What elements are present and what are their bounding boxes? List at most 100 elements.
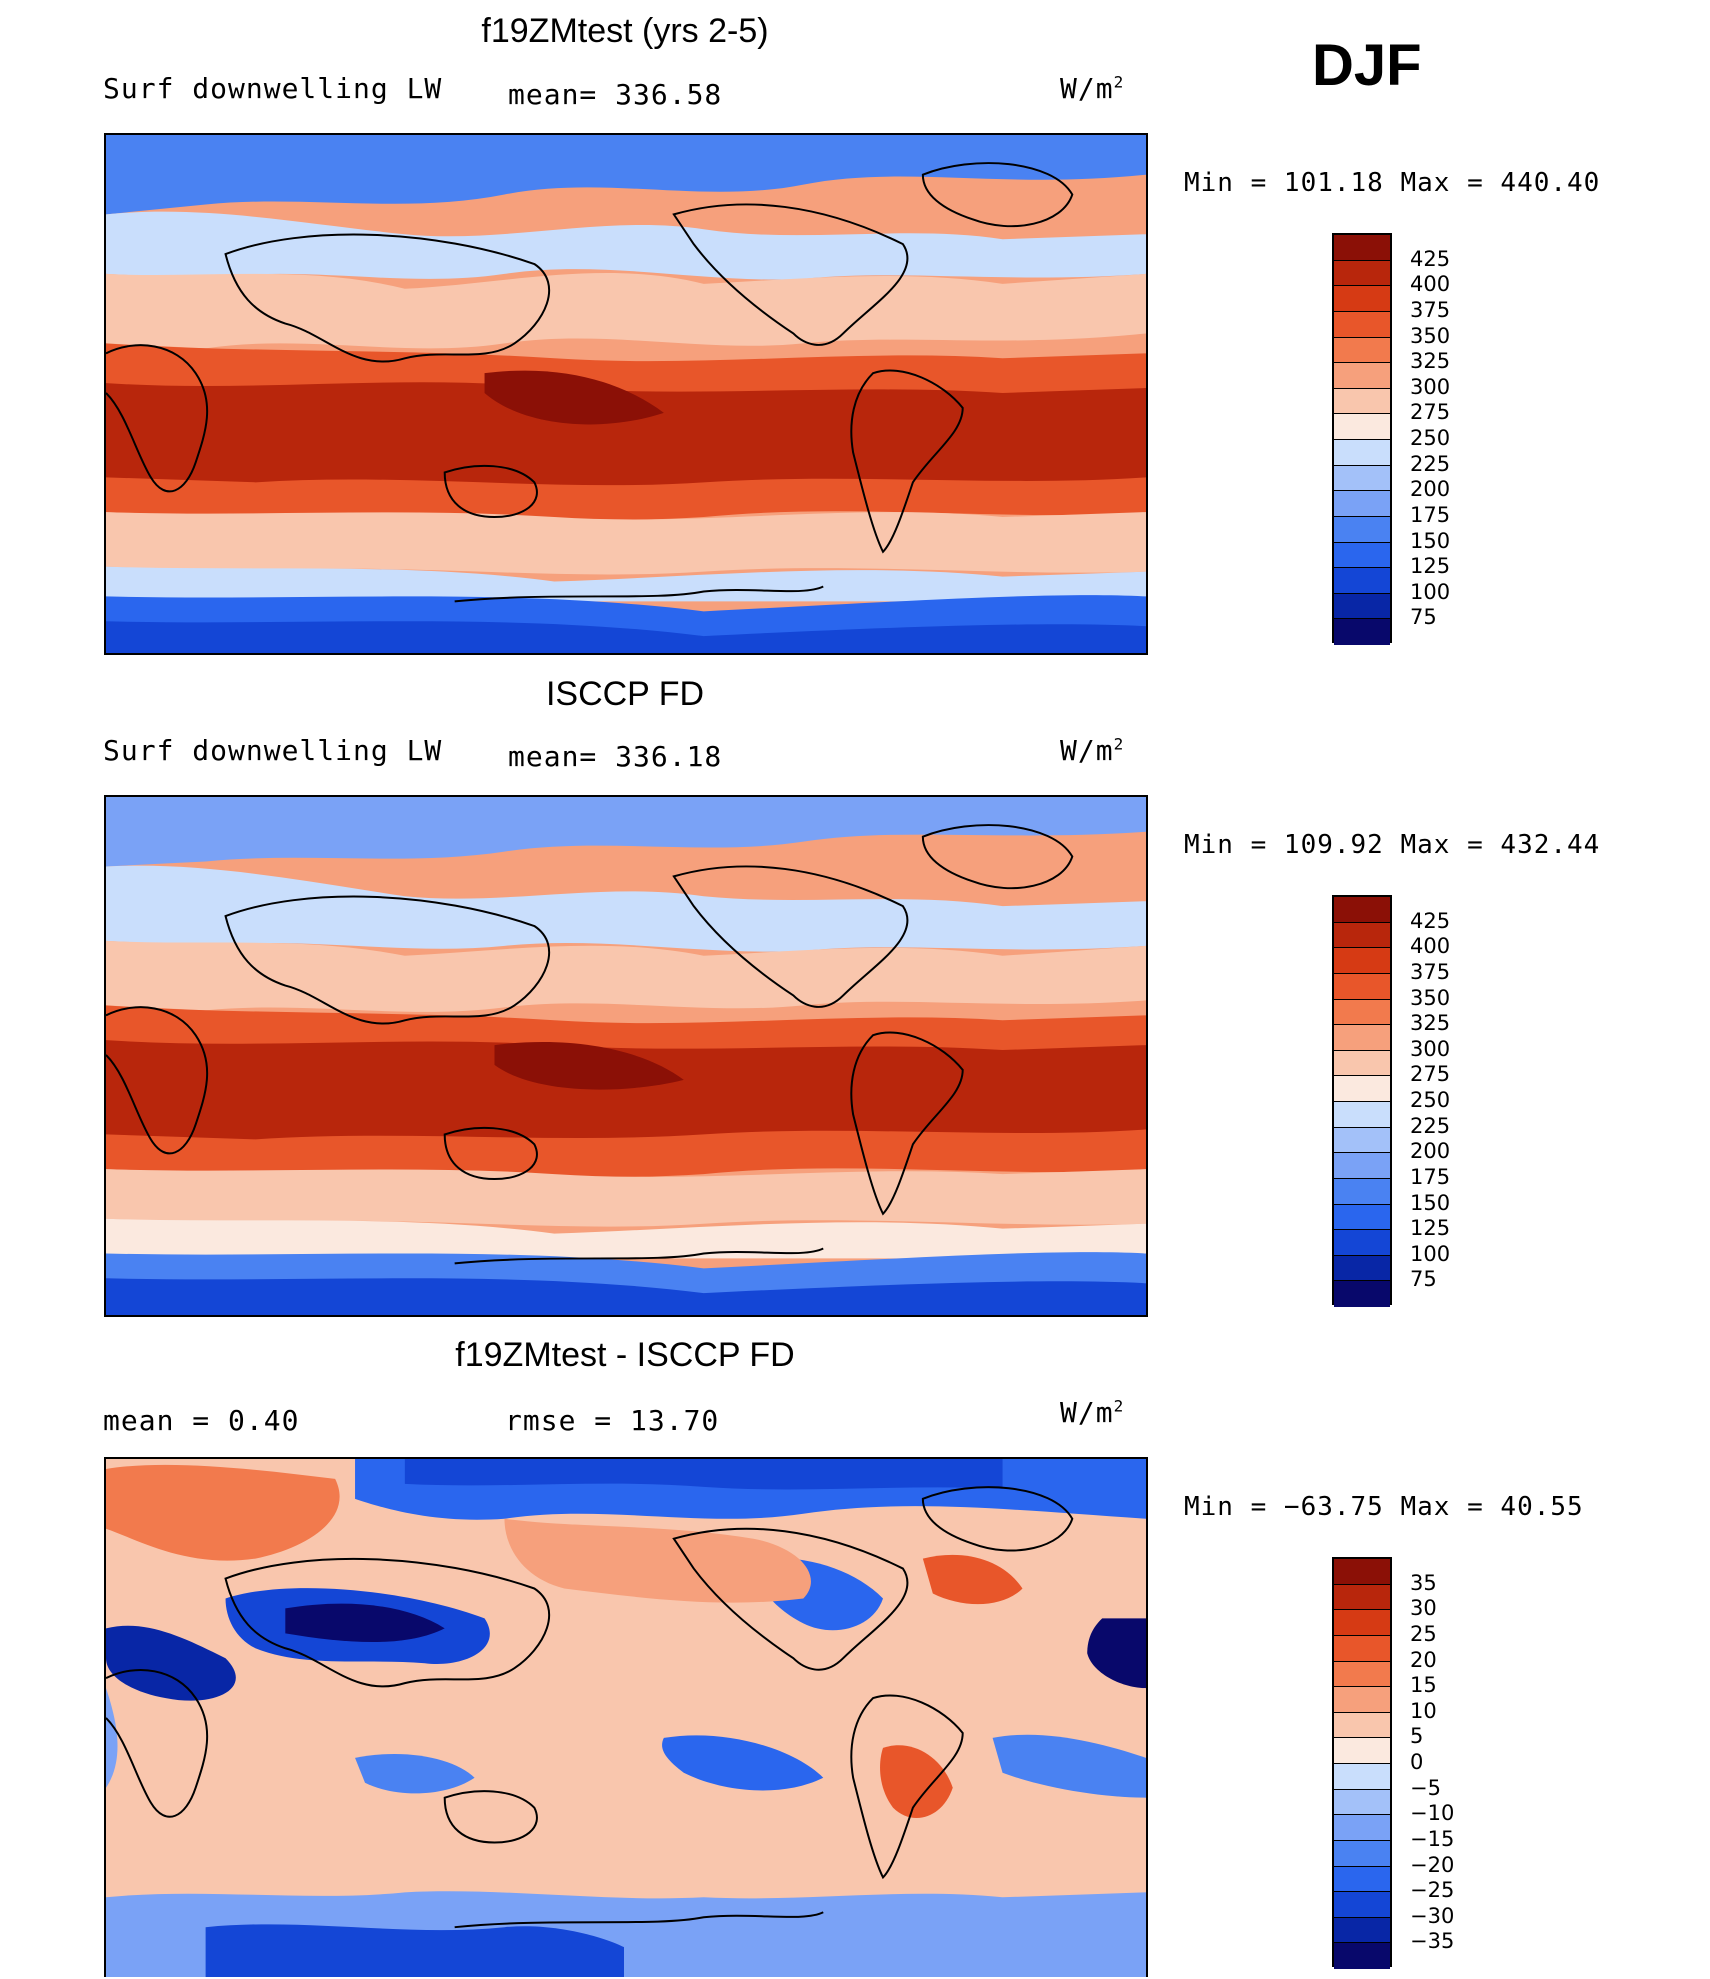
colorbar-tick-label: 100 [1410, 579, 1451, 604]
colorbar-tick-label: 125 [1410, 1216, 1451, 1241]
colorbar-tick-label: 200 [1410, 1139, 1451, 1164]
colorbar-tick-label: 400 [1410, 934, 1451, 959]
colorbar-swatch [1334, 491, 1390, 517]
colorbar-swatch [1334, 516, 1390, 543]
colorbar-tick-label: 225 [1410, 1113, 1451, 1138]
panel-2-variable-label: Surf downwelling LW [103, 734, 443, 767]
panel-2-title: ISCCP FD [545, 675, 705, 713]
colorbar-tick-label: 300 [1410, 374, 1451, 399]
colorbar-tick-label: 15 [1410, 1673, 1437, 1698]
panel-1-unit-label: W/m2 [1060, 72, 1125, 105]
colorbar-tick-label: 250 [1410, 1088, 1451, 1112]
colorbar-tick-label: 150 [1410, 528, 1451, 553]
colorbar-tick-label: 10 [1410, 1698, 1437, 1723]
colorbar-swatch [1334, 568, 1390, 594]
colorbar-tick-label: 275 [1410, 1062, 1451, 1087]
colorbar-tick-label: 300 [1410, 1036, 1451, 1061]
colorbar-swatch [1334, 1204, 1390, 1231]
colorbar-tick-label: −35 [1410, 1929, 1455, 1954]
colorbar-swatch [1334, 542, 1390, 569]
colorbar-tick-label: 75 [1410, 605, 1437, 630]
colorbar-swatch [1334, 1076, 1390, 1102]
colorbar-swatch [1334, 1127, 1390, 1154]
colorbar-tick-label: 350 [1410, 985, 1451, 1010]
colorbar-tick-label: 400 [1410, 272, 1451, 297]
panel-3-map [104, 1457, 1148, 1977]
colorbar-swatch [1334, 619, 1390, 645]
panel-3-title: f19ZMtest - ISCCP FD [455, 1336, 795, 1374]
colorbar-swatch [1334, 465, 1390, 492]
colorbar-tick-label: 200 [1410, 477, 1451, 502]
panel-3-colorbar-labels: 35 30 25 20 15 10 5 0 −5 −10 −15 −20 −25 −30 −35 [1410, 1557, 1480, 1967]
colorbar-tick-label: −5 [1410, 1775, 1441, 1800]
colorbar-swatch [1334, 1892, 1390, 1918]
colorbar-swatch [1334, 1153, 1390, 1179]
panel-1-title: f19ZMtest (yrs 2-5) [481, 12, 769, 50]
colorbar-swatch [1334, 1840, 1390, 1867]
colorbar-swatch [1334, 1789, 1390, 1816]
colorbar-swatch [1334, 1610, 1390, 1636]
panel-3-map-svg [106, 1459, 1146, 1977]
panel-2-minmax: Min = 109.92 Max = 432.44 [1184, 830, 1601, 860]
colorbar-tick-label: 325 [1410, 1011, 1451, 1036]
panel-3-rmse-label: rmse = 13.70 [505, 1404, 720, 1437]
colorbar-swatch [1334, 1917, 1390, 1944]
colorbar-swatch [1334, 1230, 1390, 1256]
colorbar-swatch [1334, 311, 1390, 338]
colorbar-swatch [1334, 1025, 1390, 1051]
colorbar-swatch [1334, 260, 1390, 287]
colorbar-swatch [1334, 999, 1390, 1026]
colorbar-tick-label: −25 [1410, 1878, 1455, 1903]
panel-2-map-svg [106, 797, 1146, 1315]
colorbar-swatch [1334, 593, 1390, 620]
colorbar-tick-label: 100 [1410, 1241, 1451, 1266]
colorbar-swatch [1334, 1102, 1390, 1128]
colorbar-tick-label: −15 [1410, 1826, 1455, 1851]
colorbar-tick-label: 30 [1410, 1596, 1437, 1621]
colorbar-swatch [1334, 1815, 1390, 1841]
colorbar-swatch [1334, 1687, 1390, 1713]
season-label: DJF [1312, 33, 1422, 98]
colorbar-tick-label: 25 [1410, 1621, 1437, 1646]
colorbar-swatch [1334, 1635, 1390, 1662]
colorbar-tick-label: 20 [1410, 1647, 1437, 1672]
colorbar-tick-label: 350 [1410, 323, 1451, 348]
panel-2-map [104, 795, 1148, 1317]
colorbar-tick-label: 75 [1410, 1267, 1437, 1292]
panel-1-map-svg [106, 135, 1146, 653]
colorbar-swatch [1334, 948, 1390, 974]
colorbar-swatch [1334, 1712, 1390, 1739]
colorbar-tick-label: 175 [1410, 1164, 1451, 1189]
colorbar-swatch [1334, 286, 1390, 312]
colorbar-swatch [1334, 440, 1390, 466]
colorbar-tick-label: 150 [1410, 1190, 1451, 1215]
panel-2-colorbar-labels: 425 400 375 350 325 300 275 250 225 200 175 150 125 1… [1410, 895, 1480, 1305]
panel-1-map [104, 133, 1148, 655]
colorbar-swatch [1334, 1281, 1390, 1307]
colorbar-swatch [1334, 1764, 1390, 1790]
colorbar-swatch [1334, 363, 1390, 389]
colorbar-swatch [1334, 1738, 1390, 1764]
colorbar-tick-label: 125 [1410, 554, 1451, 579]
colorbar-tick-label: −30 [1410, 1903, 1455, 1928]
colorbar-tick-label: 325 [1410, 349, 1451, 374]
colorbar-swatch [1334, 1255, 1390, 1282]
colorbar-swatch [1334, 1050, 1390, 1077]
colorbar-tick-label: −20 [1410, 1852, 1455, 1877]
colorbar-swatch [1334, 414, 1390, 440]
panel-1-colorbar-labels: 425 400 375 350 325 300 275 250 225 200 175 150 125 1… [1410, 233, 1480, 643]
colorbar-swatch [1334, 973, 1390, 1000]
colorbar-swatch [1334, 1943, 1390, 1969]
colorbar-tick-label: 225 [1410, 451, 1451, 476]
colorbar-swatch [1334, 1866, 1390, 1893]
colorbar-swatch [1334, 922, 1390, 949]
colorbar-swatch [1334, 1178, 1390, 1205]
colorbar-swatch [1334, 1559, 1390, 1585]
colorbar-tick-label: 375 [1410, 297, 1451, 322]
panel-1-variable-label: Surf downwelling LW [103, 72, 443, 105]
colorbar-swatch [1334, 897, 1390, 923]
panel-2-mean-label: mean= 336.18 [508, 740, 723, 773]
panel-1-colorbar [1332, 233, 1392, 645]
colorbar-swatch [1334, 1584, 1390, 1611]
colorbar-tick-label: 0 [1410, 1750, 1424, 1774]
